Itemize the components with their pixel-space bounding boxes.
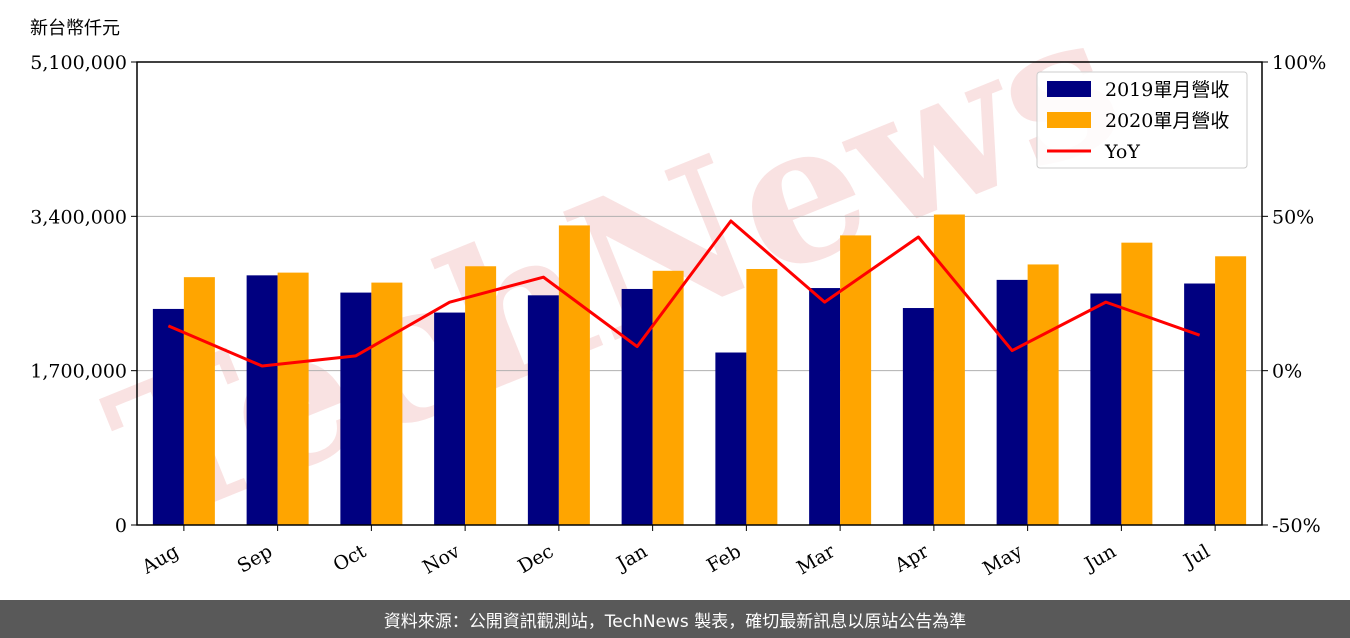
left-tick-label: 3,400,000 (30, 206, 127, 228)
watermark: TechNews (82, 0, 1148, 570)
watermark-text: TechNews (82, 0, 1148, 570)
x-tick-label: Jun (1079, 540, 1120, 576)
legend-label: 2019單月營收 (1105, 79, 1229, 101)
bar-2020 (183, 277, 215, 525)
bar-2019 (1090, 293, 1122, 525)
bar-2019 (434, 312, 466, 525)
bar-2020 (1027, 264, 1059, 525)
bar-2020 (933, 214, 965, 526)
bar-2020 (277, 272, 309, 525)
bar-2020 (465, 266, 497, 525)
bar-2019 (902, 308, 934, 525)
bar-2019 (621, 288, 653, 525)
yoy-line (167, 219, 1201, 368)
bar-2019 (152, 308, 184, 525)
y-axis-unit-label: 新台幣仟元 (30, 18, 120, 39)
bars (152, 214, 1247, 526)
bar-2020 (371, 282, 403, 525)
source-footer: 資料來源：公開資訊觀測站，TechNews 製表，確切最新訊息以原站公告為準 (0, 600, 1350, 638)
right-tick-label: 0% (1272, 361, 1302, 383)
legend-swatch (1047, 81, 1091, 97)
legend-swatch (1047, 112, 1091, 128)
legend-label: 2020單月營收 (1105, 110, 1229, 132)
bar-2020 (746, 268, 778, 525)
bar-2020 (840, 235, 872, 525)
legend: 2019單月營收 2020單月營收 YoY (1036, 71, 1248, 169)
legend-label: YoY (1104, 141, 1140, 163)
revenue-chart: TechNews 0 1,700,000 3,400,000 5,100,000 -50… (30, 0, 1326, 580)
x-tick-label: Oct (330, 540, 371, 576)
plot-frame (136, 61, 1263, 526)
bar-2019 (809, 288, 841, 525)
x-tick-label: May (979, 540, 1026, 580)
bar-2019 (1184, 283, 1216, 525)
right-tick-label: 100% (1272, 52, 1326, 74)
x-tick-label: Nov (419, 540, 464, 579)
bar-2019 (527, 295, 559, 525)
x-tick-label: Jul (1178, 540, 1213, 573)
left-tick-label: 1,700,000 (30, 361, 127, 383)
bar-2019 (996, 279, 1028, 525)
bar-2020 (1215, 256, 1247, 525)
x-tick-label: Apr (890, 540, 933, 577)
left-tick-label: 0 (115, 515, 127, 537)
gridlines (137, 215, 1262, 372)
x-tick-label: Sep (234, 540, 277, 577)
x-tick-label: Dec (514, 540, 557, 578)
bar-2020 (558, 225, 590, 526)
x-tick-label: Feb (703, 540, 745, 577)
right-tick-label: 50% (1272, 206, 1314, 228)
left-tick-label: 5,100,000 (30, 52, 127, 74)
x-tick-label: Mar (793, 540, 839, 579)
bar-2019 (715, 352, 747, 525)
bar-2019 (246, 275, 278, 525)
bar-2020 (1121, 242, 1153, 526)
x-tick-label: Jan (611, 540, 651, 576)
yoy-polyline (167, 219, 1201, 368)
bar-2019 (340, 292, 372, 525)
bar-2020 (652, 270, 684, 525)
footer-text: 資料來源：公開資訊觀測站，TechNews 製表，確切最新訊息以原站公告為準 (383, 611, 967, 632)
right-tick-label: -50% (1272, 515, 1321, 537)
